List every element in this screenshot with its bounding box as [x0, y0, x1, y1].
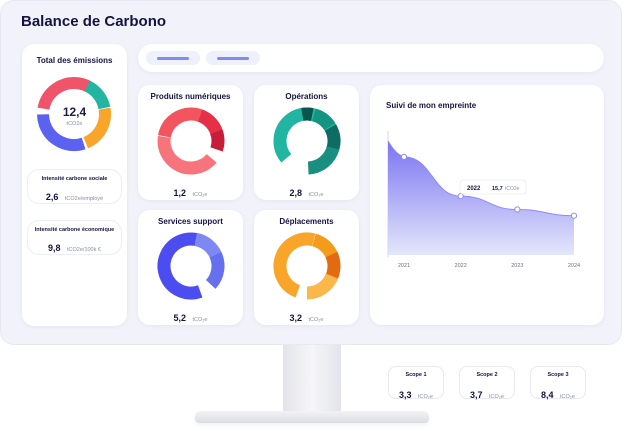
scope-2-value: 3,7 — [470, 390, 483, 400]
filter-pill-2[interactable] — [206, 51, 260, 65]
support-services-donut — [157, 232, 225, 300]
travel-donut — [273, 232, 341, 300]
filter-pill-1[interactable] — [146, 51, 200, 65]
scope-2-title: Scope 2 — [476, 372, 498, 378]
travel-unit: tCO₂e — [308, 317, 324, 323]
operations-title: Opérations — [285, 92, 328, 101]
x-tick-label: 2024 — [568, 263, 580, 269]
x-tick-label: 2023 — [511, 263, 523, 269]
footprint-area — [388, 141, 574, 255]
scope-3-value-row: 8,4 tCO₂e — [531, 385, 585, 403]
social-intensity-value: 2,6 — [45, 192, 59, 202]
monitor-stand-neck — [283, 345, 341, 415]
digital-products-title: Produits numériques — [150, 92, 231, 101]
scope-1-title: Scope 1 — [405, 372, 427, 378]
scope-3-value: 8,4 — [541, 390, 554, 400]
footprint-chart: 2021 2022 2023 2024 2022 15,7 tCO2e — [387, 131, 580, 269]
footprint-title: Suivi de mon empreinte — [386, 101, 477, 110]
page-title: Balance de Carbono — [21, 13, 167, 30]
scope-3-title: Scope 3 — [547, 372, 569, 378]
operations-unit: tCO₂e — [308, 192, 324, 198]
digital-products-donut — [157, 107, 225, 175]
operations-card[interactable]: Opérations 2,8 tCO₂e — [254, 85, 359, 200]
digital-products-card[interactable]: Produits numériques 1,2 tCO₂e — [138, 85, 243, 200]
digital-products-value-row: 1,2 tCO₂e — [138, 183, 243, 201]
tooltip-value: 15,7 — [492, 186, 503, 192]
support-services-value-row: 5,2 tCO₂e — [138, 308, 243, 326]
monitor-stand-base — [195, 411, 429, 423]
data-point-2021[interactable] — [400, 153, 408, 160]
x-tick-label: 2021 — [398, 263, 410, 269]
social-intensity-card[interactable]: Intensité carbone sociale 2,6 tCO2e/empl… — [27, 169, 122, 204]
digital-products-unit: tCO₂e — [192, 192, 208, 198]
economic-intensity-card[interactable]: Intensité carbone économique 9,8 tCO2e/1… — [27, 220, 122, 255]
data-point-2024[interactable] — [570, 212, 578, 219]
scope-2-unit: tCO₂e — [488, 394, 504, 400]
total-emissions-value: 12,4 — [62, 105, 87, 119]
tooltip-year: 2022 — [467, 186, 481, 192]
operations-value: 2,8 — [289, 188, 303, 198]
support-services-title: Services support — [158, 217, 223, 226]
footprint-card[interactable]: Suivi de mon empreinte 2021 2022 2023 2024 … — [370, 85, 604, 400]
scope-2-card[interactable]: Scope 2 3,7 tCO₂e — [459, 366, 515, 400]
travel-title: Déplacements — [279, 217, 334, 226]
economic-intensity-value: 9,8 — [48, 243, 61, 253]
total-emissions-card[interactable]: Total des émissions 12,4 tCO2e Intensité… — [22, 44, 127, 326]
monitor-frame: Balance de Carbono Total des émissions 1… — [0, 0, 622, 400]
travel-value: 3,2 — [289, 313, 303, 323]
x-tick-label: 2022 — [455, 263, 467, 269]
scope-1-value-row: 3,3 tCO₂e — [389, 385, 443, 403]
social-intensity-title: Intensité carbone sociale — [41, 176, 108, 182]
economic-intensity-title: Intensité carbone économique — [34, 227, 115, 233]
economic-intensity-value-row: 9,8 tCO2e/100k € — [28, 238, 121, 256]
travel-value-row: 3,2 tCO₂e — [254, 308, 359, 326]
operations-donut — [273, 107, 341, 175]
data-point-2022[interactable] — [457, 193, 464, 200]
scope-3-unit: tCO₂e — [559, 394, 575, 400]
support-services-value: 5,2 — [173, 313, 187, 323]
economic-intensity-unit: tCO2e/100k € — [67, 247, 101, 253]
total-emissions-unit: tCO2e — [66, 121, 83, 127]
scope-3-card[interactable]: Scope 3 8,4 tCO₂e — [530, 366, 586, 400]
data-point-2023[interactable] — [514, 206, 521, 213]
total-emissions-title: Total des émissions — [36, 56, 113, 65]
scope-1-unit: tCO₂e — [417, 394, 433, 400]
support-services-unit: tCO₂e — [192, 317, 208, 323]
travel-card[interactable]: Déplacements 3,2 tCO₂e — [254, 210, 359, 325]
total-emissions-donut — [37, 77, 111, 151]
social-intensity-value-row: 2,6 tCO2e/employé — [28, 187, 121, 205]
social-intensity-unit: tCO2e/employé — [64, 196, 104, 202]
scope-2-value-row: 3,7 tCO₂e — [460, 385, 514, 403]
scope-1-value: 3,3 — [399, 390, 412, 400]
digital-products-value: 1,2 — [173, 188, 187, 198]
footprint-tooltip: 2022 15,7 tCO2e — [459, 179, 527, 195]
support-services-card[interactable]: Services support 5,2 tCO₂e — [138, 210, 243, 325]
dashboard-screen: Balance de Carbono Total des émissions 1… — [1, 1, 621, 400]
total-emissions-value-block: 12,4 tCO2e — [22, 105, 127, 127]
operations-value-row: 2,8 tCO₂e — [254, 183, 359, 201]
tooltip-unit: tCO2e — [505, 186, 520, 192]
scope-1-card[interactable]: Scope 1 3,3 tCO₂e — [388, 366, 444, 400]
